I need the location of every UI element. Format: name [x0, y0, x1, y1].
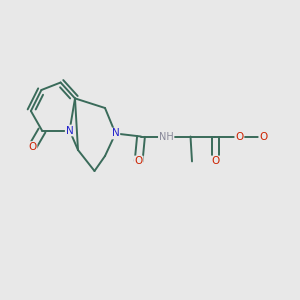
Text: N: N	[66, 125, 74, 136]
Text: O: O	[134, 156, 143, 167]
Text: O: O	[28, 142, 37, 152]
Text: N: N	[112, 128, 119, 139]
Text: NH: NH	[159, 131, 174, 142]
Text: O: O	[211, 156, 220, 167]
Text: O: O	[235, 131, 244, 142]
Text: O: O	[259, 131, 268, 142]
